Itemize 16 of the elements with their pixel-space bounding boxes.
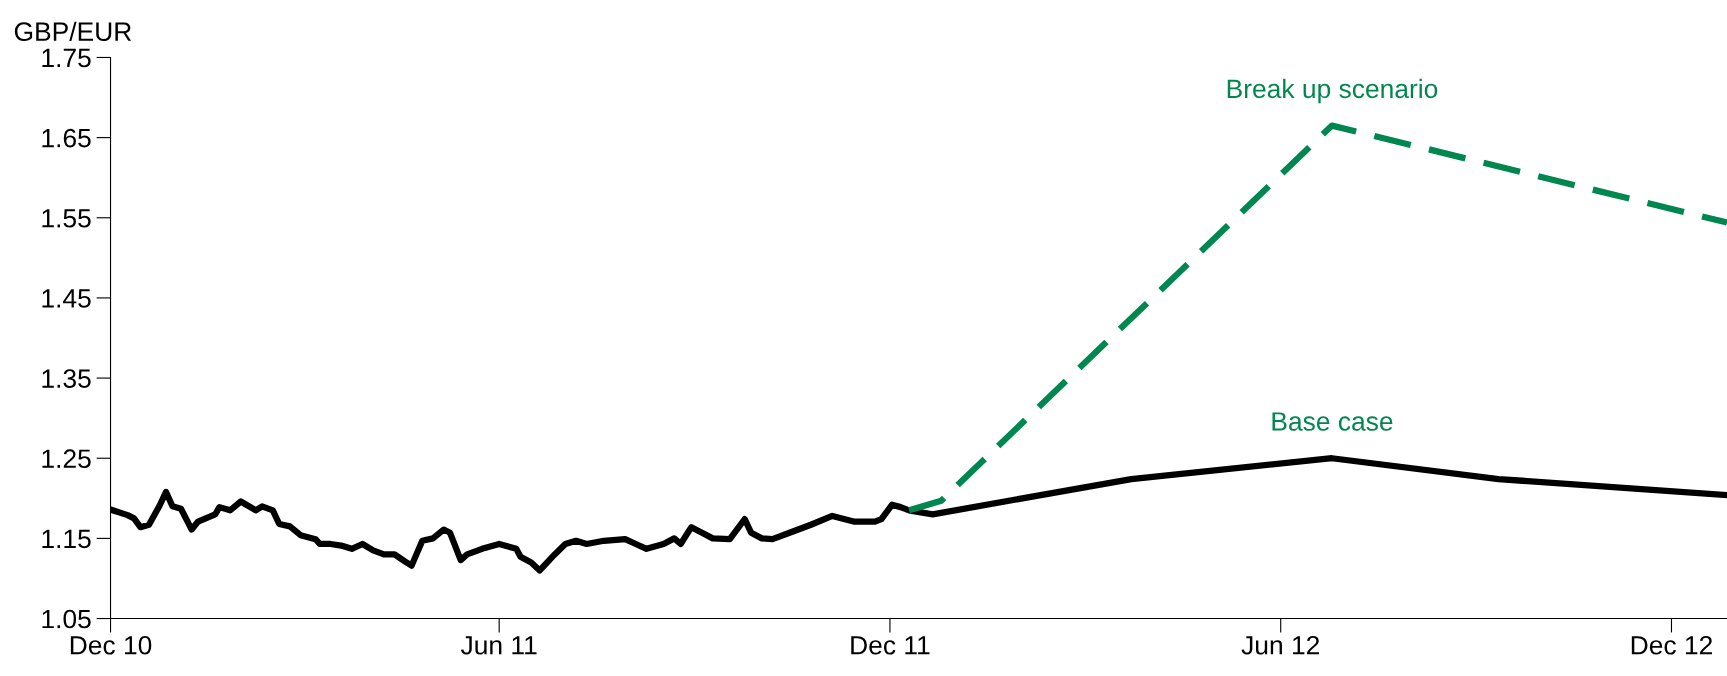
y-tick-label: 1.65 — [42, 128, 91, 148]
y-tick-label: 1.05 — [42, 609, 91, 629]
series-label: Base case — [1272, 412, 1393, 431]
y-tick-label: 1.35 — [42, 369, 91, 388]
y-tick-label: 1.25 — [42, 449, 91, 469]
y-tick-label: 1.75 — [42, 48, 91, 68]
y-tick-label: 1.55 — [42, 209, 91, 228]
x-tick-label: Dec 12 — [1631, 635, 1712, 655]
y-tick-label: 1.45 — [42, 289, 91, 308]
x-tick-label: Jun 11 — [460, 636, 537, 655]
y-axis-title: GBP/EUR — [14, 21, 132, 42]
x-tick-label: Dec 10 — [70, 635, 152, 655]
series-label: Break up scenario — [1227, 78, 1438, 104]
x-tick-label: Jun 12 — [1241, 635, 1319, 655]
x-tick-label: Dec 11 — [851, 636, 930, 655]
y-tick-label: 1.15 — [42, 529, 91, 549]
